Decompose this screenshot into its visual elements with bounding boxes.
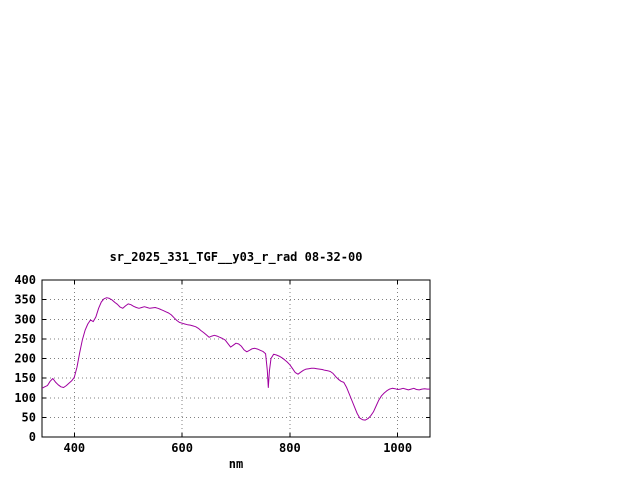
x-axis-label: nm bbox=[228, 457, 244, 471]
x-tick-label: 1000 bbox=[383, 441, 412, 455]
chart-title: sr_2025_331_TGF__y03_r_rad 08-32-00 bbox=[109, 250, 363, 264]
series-line bbox=[41, 297, 430, 421]
x-tick-label: 600 bbox=[171, 441, 193, 455]
y-tick-label: 100 bbox=[14, 391, 36, 405]
y-tick-label: 200 bbox=[14, 352, 36, 366]
x-tick-label: 400 bbox=[63, 441, 85, 455]
y-tick-label: 300 bbox=[14, 312, 36, 326]
y-tick-label: 0 bbox=[29, 430, 36, 444]
y-tick-label: 400 bbox=[14, 273, 36, 287]
y-tick-label: 350 bbox=[14, 293, 36, 307]
y-tick-label: 250 bbox=[14, 332, 36, 346]
y-tick-label: 50 bbox=[22, 410, 36, 424]
y-tick-label: 150 bbox=[14, 371, 36, 385]
x-tick-label: 800 bbox=[279, 441, 301, 455]
